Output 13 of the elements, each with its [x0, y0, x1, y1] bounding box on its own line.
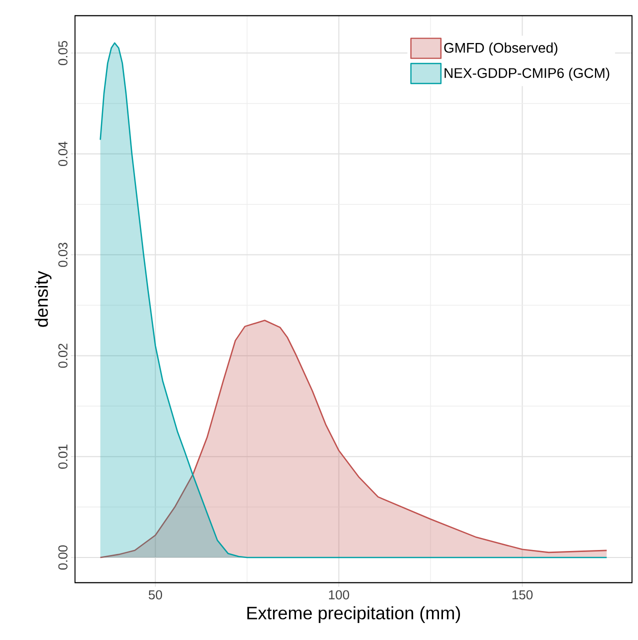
y-tick-label: 0.05: [58, 40, 68, 66]
y-tick-label: 0.03: [58, 242, 68, 267]
y-tick-label: 0.01: [58, 444, 68, 469]
x-tick-label: 150: [512, 590, 533, 600]
y-tick-label: 0.02: [58, 344, 68, 368]
x-axis-title: Extreme precipitation (mm): [247, 606, 460, 623]
x-tick-label: 50: [148, 590, 162, 600]
y-tick-label: 0.04: [58, 142, 68, 166]
y-tick-label: 0.00: [58, 545, 68, 570]
legend-label: GMFD (Observed): [444, 42, 558, 56]
y-axis-title: density: [34, 270, 52, 327]
x-tick-label: 100: [329, 590, 350, 600]
legend-label: NEX-GDDP-CMIP6 (GCM): [444, 68, 610, 81]
